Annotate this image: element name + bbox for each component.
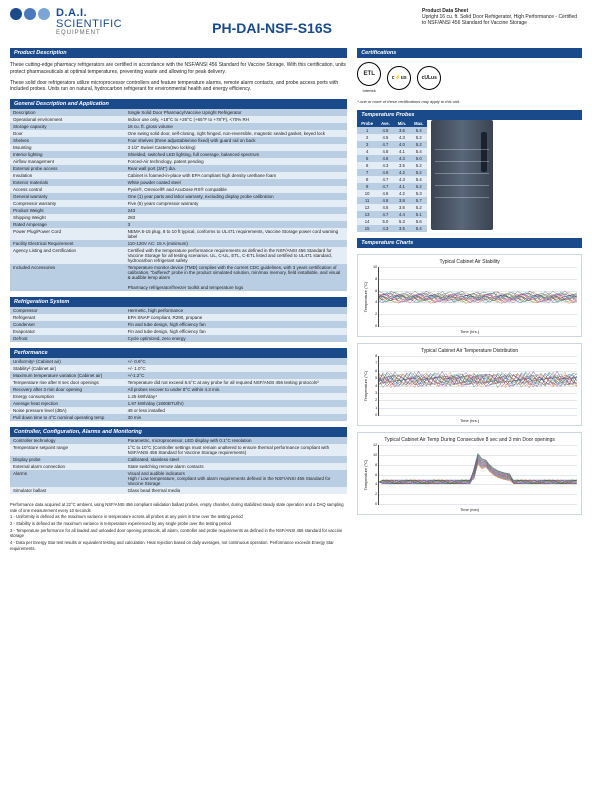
- model-number: PH-DAI-NSF-S16S: [122, 20, 422, 36]
- ctrl-table: Controller technologyParametric, micropr…: [10, 437, 347, 494]
- table-row: DoorOne swing solid door, self-closing, …: [10, 130, 347, 137]
- table-row: CondenserFin and tube design, high effic…: [10, 321, 347, 328]
- etl-mark-icon: ETL: [357, 62, 381, 86]
- footnotes: Performance data acquired at 22°C ambien…: [10, 502, 347, 551]
- probe-row: 154.33.55.4: [357, 225, 427, 232]
- footnote-3: 3 - Temperature performance for all load…: [10, 528, 347, 539]
- table-row: Simulator ballastGlass bead thermal medi…: [10, 487, 347, 494]
- table-row: Interior lightingShielded, switched LED …: [10, 151, 347, 158]
- table-row: Included AccessoriesTemperature monitor …: [10, 264, 347, 291]
- table-row: Average heat rejection1.97 kWh/day (1800…: [10, 400, 347, 407]
- intertek-label: Intertek: [357, 88, 381, 93]
- table-row: Operational environmentIndoor use only, …: [10, 116, 347, 123]
- datasheet-subtitle: Upright 16 cu. ft. Solid Door Refrigerat…: [422, 14, 582, 26]
- section-hdr-refrig: Refrigeration System: [10, 297, 347, 307]
- table-row: Mounting3 1/2" Swivel Casters(two lockin…: [10, 144, 347, 151]
- etl-us-mark-icon: c⚡us: [387, 66, 411, 90]
- table-row: Stability² (Cabinet air)+/- 1.0°C: [10, 365, 347, 372]
- table-row: RefrigerantEPA SNAP compliant, R290, pro…: [10, 314, 347, 321]
- probe-row: 84.74.35.4: [357, 176, 427, 183]
- table-row: EvaporatorFin and tube design, high effi…: [10, 328, 347, 335]
- cul-mark-icon: cULus: [417, 66, 441, 90]
- logo-equipment: EQUIPMENT: [56, 30, 122, 36]
- table-row: Rated Amperage3: [10, 221, 347, 228]
- table-row: Pull down time to 4°C nominal operating …: [10, 414, 347, 421]
- table-row: Controller technologyParametric, micropr…: [10, 437, 347, 444]
- chart1-xlabel: Time (hrs.): [362, 329, 577, 334]
- general-table: DescriptionSingle Solid Door Pharmacy/Va…: [10, 109, 347, 291]
- footnote-2: 2 - Stability is defined as the maximum …: [10, 521, 347, 527]
- probe-row: 24.54.35.2: [357, 134, 427, 141]
- table-row: Airflow managementForced-Air technology,…: [10, 158, 347, 165]
- probe-row: 124.53.65.2: [357, 204, 427, 211]
- cert-footnote: *-one or more of these certifications ma…: [357, 99, 582, 104]
- table-row: Display probeCalibrated, stainless steel: [10, 456, 347, 463]
- table-row: Storage capacity16 cu. ft. gross volume: [10, 123, 347, 130]
- probe-row: 74.64.25.2: [357, 169, 427, 176]
- description-p1: These cutting-edge pharmacy refrigerator…: [10, 62, 347, 76]
- probe-row: 134.74.45.1: [357, 211, 427, 218]
- table-row: Noise pressure level (dBA)48 or less ins…: [10, 407, 347, 414]
- table-row: DescriptionSingle Solid Door Pharmacy/Va…: [10, 109, 347, 116]
- table-row: Shipping Weight283: [10, 214, 347, 221]
- table-row: Access controlPyxis®, Omnicell® and AcuD…: [10, 186, 347, 193]
- chart3-title: Typical Cabinet Air Temp During Consecut…: [362, 437, 577, 443]
- chart3-xlabel: Time (min): [362, 507, 577, 512]
- table-row: CompressorHermetic, high performance: [10, 307, 347, 314]
- table-row: Temperature setpoint range1°C to 10°C (C…: [10, 444, 347, 456]
- table-row: Exterior materialsWhite powder coated st…: [10, 179, 347, 186]
- table-row: Recovery after 3 min door openingAll pro…: [10, 386, 347, 393]
- section-hdr-general: General Description and Application: [10, 99, 347, 109]
- table-row: Temperature rise after 8 sec door openin…: [10, 379, 347, 386]
- page-header: D.A.I. SCIENTIFIC EQUIPMENT PH-DAI-NSF-S…: [10, 8, 582, 36]
- section-hdr-probes: Temperature Probes: [357, 110, 582, 120]
- section-hdr-cert: Certifications: [357, 48, 582, 58]
- table-row: AlarmsVisual and audible indicators High…: [10, 470, 347, 487]
- footnote-intro: Performance data acquired at 22°C ambien…: [10, 502, 347, 513]
- company-logo: D.A.I. SCIENTIFIC EQUIPMENT: [10, 8, 122, 36]
- table-row: Energy consumption1.25 kWh/day⁴: [10, 393, 347, 400]
- refrig-table: CompressorHermetic, high performanceRefr…: [10, 307, 347, 342]
- chart-door-openings: Typical Cabinet Air Temp During Consecut…: [357, 432, 582, 515]
- description-p2: These solid door refrigerators utilize m…: [10, 80, 347, 94]
- section-hdr-ctrl: Controller, Configuration, Alarms and Mo…: [10, 427, 347, 437]
- table-row: Product Weight243: [10, 207, 347, 214]
- chart-stability: Typical Cabinet Air Stability Temperatur…: [357, 254, 582, 337]
- table-row: Agency Listing and CertificationCertifie…: [10, 247, 347, 264]
- table-row: External alarm connectionState switching…: [10, 463, 347, 470]
- section-hdr-perf: Performance: [10, 348, 347, 358]
- table-row: General warrantyOne (1) year parts and l…: [10, 193, 347, 200]
- footnote-1: 1 - Uniformity is defined as the maximum…: [10, 514, 347, 520]
- table-row: Compressor warrantyFive (5) years compre…: [10, 200, 347, 207]
- probe-row: 34.74.05.2: [357, 141, 427, 148]
- chart1-title: Typical Cabinet Air Stability: [362, 259, 577, 265]
- table-row: Uniformity¹ (Cabinet air)+/- 0.9°C: [10, 358, 347, 365]
- chart-distribution: Typical Cabinet Air Temperature Distribu…: [357, 343, 582, 426]
- section-hdr-description: Product Description: [10, 48, 347, 58]
- probe-row: 44.84.15.4: [357, 148, 427, 155]
- probe-row: 145.05.35.6: [357, 218, 427, 225]
- table-row: Facility Electrical Requirement110-120V …: [10, 240, 347, 247]
- probe-row: 104.64.25.3: [357, 190, 427, 197]
- probe-row: 114.63.85.7: [357, 197, 427, 204]
- chart2-xlabel: Time (hrs.): [362, 418, 577, 423]
- probe-row: 64.33.55.2: [357, 162, 427, 169]
- table-row: DefrostCycle optimized, zero energy: [10, 335, 347, 342]
- footnote-4: 4 - Data per Energy Star test results or…: [10, 540, 347, 551]
- certification-marks: ETL Intertek c⚡us cULus: [357, 58, 582, 97]
- table-row: External probe accessRear wall port (3/4…: [10, 165, 347, 172]
- table-row: ShelvesFour shelves (three adjustable/on…: [10, 137, 347, 144]
- logo-scientific: SCIENTIFIC: [56, 19, 122, 30]
- table-row: InsulationCabinet is foamed-in-place wit…: [10, 172, 347, 179]
- probe-row: 54.64.35.0: [357, 155, 427, 162]
- perf-table: Uniformity¹ (Cabinet air)+/- 0.9°CStabil…: [10, 358, 347, 421]
- probe-table: ProbeAve.Min.Max.14.53.65.424.54.35.234.…: [357, 120, 427, 232]
- table-row: Power Plug/Power CordNEMA 5-15 plug, 8 t…: [10, 228, 347, 240]
- table-row: Maximum temperature variation (Cabinet a…: [10, 372, 347, 379]
- refrigerator-diagram: [431, 120, 493, 230]
- probe-row: 14.53.65.4: [357, 127, 427, 134]
- section-hdr-charts: Temperature Charts: [357, 238, 582, 248]
- probe-row: 94.74.15.2: [357, 183, 427, 190]
- chart2-title: Typical Cabinet Air Temperature Distribu…: [362, 348, 577, 354]
